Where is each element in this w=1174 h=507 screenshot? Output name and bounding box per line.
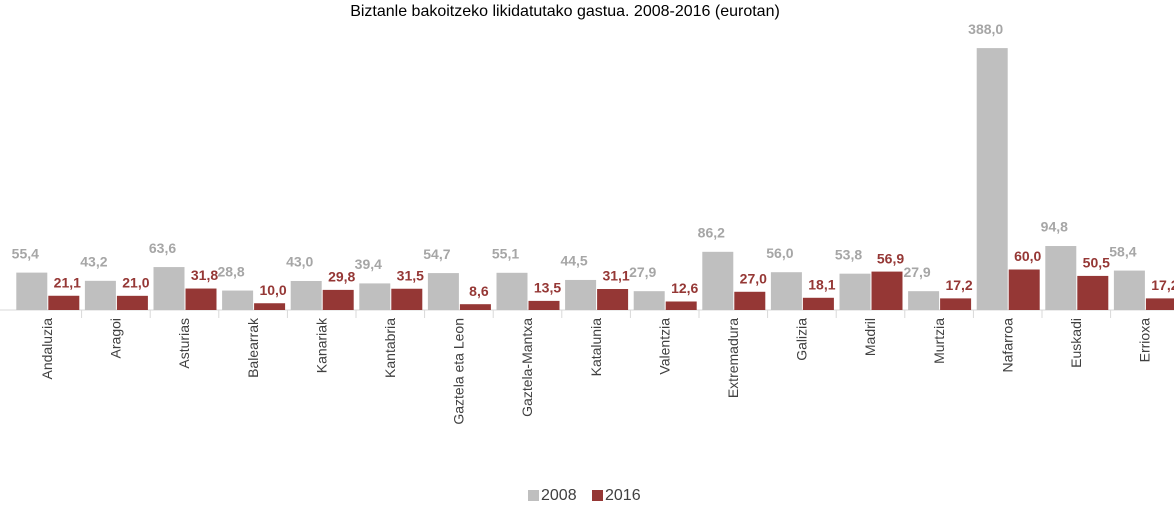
bar xyxy=(770,272,802,310)
x-tick-label: Katalunia xyxy=(588,318,604,377)
x-tick-label: Valentzia xyxy=(656,318,672,375)
value-label: 31,8 xyxy=(191,267,218,283)
legend-swatch xyxy=(592,490,603,501)
bar xyxy=(427,273,459,310)
bar xyxy=(459,304,491,310)
bar xyxy=(496,272,528,310)
chart-title: Biztanle bakoitzeko likidatutako gastua.… xyxy=(350,3,780,20)
value-label: 56,0 xyxy=(766,245,793,261)
value-label: 55,1 xyxy=(492,246,519,262)
value-label: 43,0 xyxy=(286,254,313,270)
bar xyxy=(84,280,116,310)
value-label: 54,7 xyxy=(423,246,450,262)
bar xyxy=(1008,269,1040,310)
value-label: 21,0 xyxy=(122,275,149,291)
bar xyxy=(565,279,597,310)
value-label: 8,6 xyxy=(469,283,489,299)
value-label: 55,4 xyxy=(12,245,39,261)
value-label: 50,5 xyxy=(1083,255,1110,271)
value-label: 13,5 xyxy=(534,280,561,296)
x-tick-label: Aragoi xyxy=(108,318,124,358)
x-tick-label: Asturias xyxy=(176,318,192,369)
legend-label: 2008 xyxy=(541,487,577,504)
legend-label: 2016 xyxy=(605,487,641,504)
bar xyxy=(665,301,697,310)
bar xyxy=(940,298,972,310)
value-label: 27,9 xyxy=(903,264,930,280)
x-tick-label: Kanariak xyxy=(313,317,329,373)
bar xyxy=(1077,275,1109,310)
value-label: 86,2 xyxy=(698,225,725,241)
x-tick-label: Madril xyxy=(862,318,878,356)
bar xyxy=(871,271,903,310)
x-tick-label: Andaluzia xyxy=(39,318,55,380)
x-tick-label: Galizia xyxy=(794,318,810,361)
bar xyxy=(322,289,354,310)
bar xyxy=(16,272,48,310)
bar xyxy=(734,291,766,310)
bar xyxy=(153,267,185,310)
x-tick-label: Errioxa xyxy=(1137,318,1153,363)
bar xyxy=(597,289,629,310)
value-label: 31,1 xyxy=(602,268,629,284)
legend-swatch xyxy=(528,490,539,501)
value-label: 58,4 xyxy=(1109,243,1136,259)
bar xyxy=(702,251,734,310)
x-tick-label: Euskadi xyxy=(1068,318,1084,368)
value-label: 29,8 xyxy=(328,269,355,285)
bar xyxy=(222,290,254,310)
value-label: 63,6 xyxy=(149,240,176,256)
value-label: 56,9 xyxy=(877,250,904,266)
value-label: 60,0 xyxy=(1014,248,1041,264)
x-tick-label: Kantabria xyxy=(382,318,398,378)
value-label: 21,1 xyxy=(54,274,81,290)
bar xyxy=(802,297,834,310)
bar xyxy=(116,295,148,310)
value-label: 10,0 xyxy=(259,282,286,298)
bar xyxy=(1145,298,1174,310)
x-tick-label: Nafarroa xyxy=(999,318,1015,373)
value-label: 17,2 xyxy=(1151,277,1174,293)
value-label: 12,6 xyxy=(671,280,698,296)
x-tick-label: Gaztela eta Leon xyxy=(451,318,467,425)
bar xyxy=(976,48,1008,310)
value-label: 53,8 xyxy=(835,246,862,262)
bar xyxy=(839,273,871,310)
bar xyxy=(48,295,80,310)
value-label: 43,2 xyxy=(80,254,107,270)
value-label: 28,8 xyxy=(217,263,244,279)
bar xyxy=(359,283,391,310)
value-label: 27,9 xyxy=(629,264,656,280)
value-label: 27,0 xyxy=(740,270,767,286)
bar xyxy=(528,300,560,310)
value-label: 388,0 xyxy=(968,21,1003,37)
x-tick-label: Extremadura xyxy=(725,318,741,398)
bar xyxy=(908,291,940,310)
bar xyxy=(290,280,322,310)
value-label: 18,1 xyxy=(808,276,835,292)
x-tick-label: Murtzia xyxy=(931,318,947,364)
bar xyxy=(254,303,286,310)
bar xyxy=(185,288,217,310)
value-label: 17,2 xyxy=(945,277,972,293)
value-label: 94,8 xyxy=(1041,219,1068,235)
value-label: 31,5 xyxy=(397,267,424,283)
x-tick-label: Balearrak xyxy=(245,317,261,378)
bar xyxy=(633,291,665,310)
x-tick-label: Gaztela-Mantxa xyxy=(519,318,535,417)
bar xyxy=(391,288,423,310)
bar xyxy=(1045,246,1077,310)
value-label: 39,4 xyxy=(355,256,382,272)
value-label: 44,5 xyxy=(560,253,587,269)
bar xyxy=(1113,270,1145,310)
